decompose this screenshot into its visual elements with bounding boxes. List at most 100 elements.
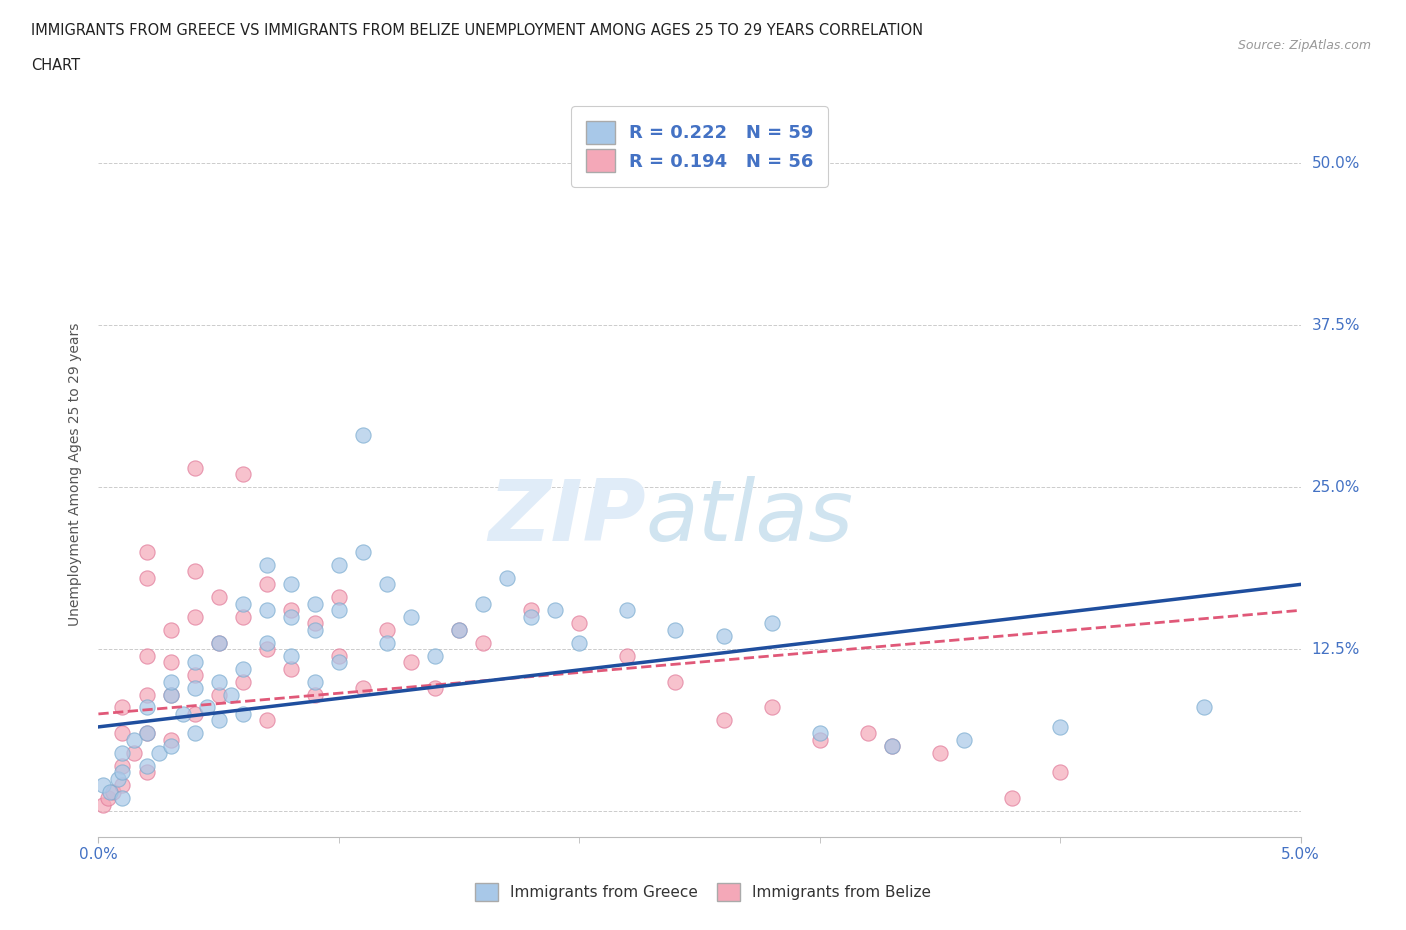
Point <box>713 629 735 644</box>
Point <box>101 784 124 799</box>
Point <box>183 681 205 696</box>
Point <box>183 668 205 683</box>
Point <box>159 674 181 689</box>
Point <box>135 764 157 779</box>
Point <box>953 733 976 748</box>
Point <box>208 635 231 650</box>
Point <box>256 635 278 650</box>
Point <box>1049 720 1071 735</box>
Point <box>328 655 350 670</box>
Point <box>232 674 254 689</box>
Point <box>111 764 134 779</box>
Point <box>111 777 134 792</box>
Point <box>208 674 231 689</box>
Point <box>159 687 181 702</box>
Point <box>328 603 350 618</box>
Point <box>713 713 735 728</box>
Point <box>159 655 181 670</box>
Point <box>159 622 181 637</box>
Text: 25.0%: 25.0% <box>1312 480 1360 495</box>
Text: 12.5%: 12.5% <box>1312 642 1360 657</box>
Point <box>256 577 278 591</box>
Legend: Immigrants from Greece, Immigrants from Belize: Immigrants from Greece, Immigrants from … <box>468 875 938 909</box>
Point <box>808 726 831 741</box>
Point <box>423 648 446 663</box>
Point <box>568 616 591 631</box>
Point <box>135 648 157 663</box>
Point <box>232 596 254 611</box>
Point <box>399 609 422 624</box>
Point <box>280 648 302 663</box>
Point <box>352 545 374 560</box>
Point <box>280 577 302 591</box>
Point <box>135 700 157 715</box>
Point <box>761 700 783 715</box>
Point <box>328 648 350 663</box>
Point <box>111 700 134 715</box>
Point <box>447 622 470 637</box>
Point <box>447 622 470 637</box>
Point <box>375 635 398 650</box>
Y-axis label: Unemployment Among Ages 25 to 29 years: Unemployment Among Ages 25 to 29 years <box>69 323 83 626</box>
Point <box>328 558 350 573</box>
Point <box>97 790 120 805</box>
Point <box>880 738 903 753</box>
Point <box>256 558 278 573</box>
Point <box>232 467 254 482</box>
Point <box>328 590 350 604</box>
Point <box>183 564 205 578</box>
Point <box>664 674 686 689</box>
Point <box>219 687 242 702</box>
Text: CHART: CHART <box>31 58 80 73</box>
Point <box>91 777 114 792</box>
Point <box>304 687 326 702</box>
Point <box>183 707 205 722</box>
Point <box>159 738 181 753</box>
Point <box>375 577 398 591</box>
Point <box>423 681 446 696</box>
Point <box>544 603 567 618</box>
Point <box>111 758 134 773</box>
Point <box>111 745 134 760</box>
Point <box>280 609 302 624</box>
Point <box>568 635 591 650</box>
Point <box>1001 790 1024 805</box>
Point <box>304 616 326 631</box>
Point <box>232 609 254 624</box>
Point <box>183 655 205 670</box>
Text: IMMIGRANTS FROM GREECE VS IMMIGRANTS FROM BELIZE UNEMPLOYMENT AMONG AGES 25 TO 2: IMMIGRANTS FROM GREECE VS IMMIGRANTS FRO… <box>31 23 924 38</box>
Point <box>399 655 422 670</box>
Point <box>472 635 495 650</box>
Point <box>352 428 374 443</box>
Text: atlas: atlas <box>645 476 853 559</box>
Point <box>520 609 543 624</box>
Point <box>208 713 231 728</box>
Point <box>91 797 114 812</box>
Point <box>135 726 157 741</box>
Point <box>135 758 157 773</box>
Point <box>100 784 122 799</box>
Point <box>280 661 302 676</box>
Point <box>1049 764 1071 779</box>
Point <box>124 745 146 760</box>
Point <box>208 635 231 650</box>
Point <box>256 713 278 728</box>
Point <box>135 545 157 560</box>
Point <box>183 460 205 475</box>
Text: 50.0%: 50.0% <box>1312 156 1360 171</box>
Point <box>304 596 326 611</box>
Point <box>496 570 519 585</box>
Point <box>159 733 181 748</box>
Point <box>256 642 278 657</box>
Point <box>761 616 783 631</box>
Point <box>304 622 326 637</box>
Point <box>856 726 879 741</box>
Point <box>304 674 326 689</box>
Point <box>664 622 686 637</box>
Point <box>208 687 231 702</box>
Point <box>472 596 495 611</box>
Point <box>520 603 543 618</box>
Point <box>929 745 952 760</box>
Point <box>183 609 205 624</box>
Point <box>107 771 129 786</box>
